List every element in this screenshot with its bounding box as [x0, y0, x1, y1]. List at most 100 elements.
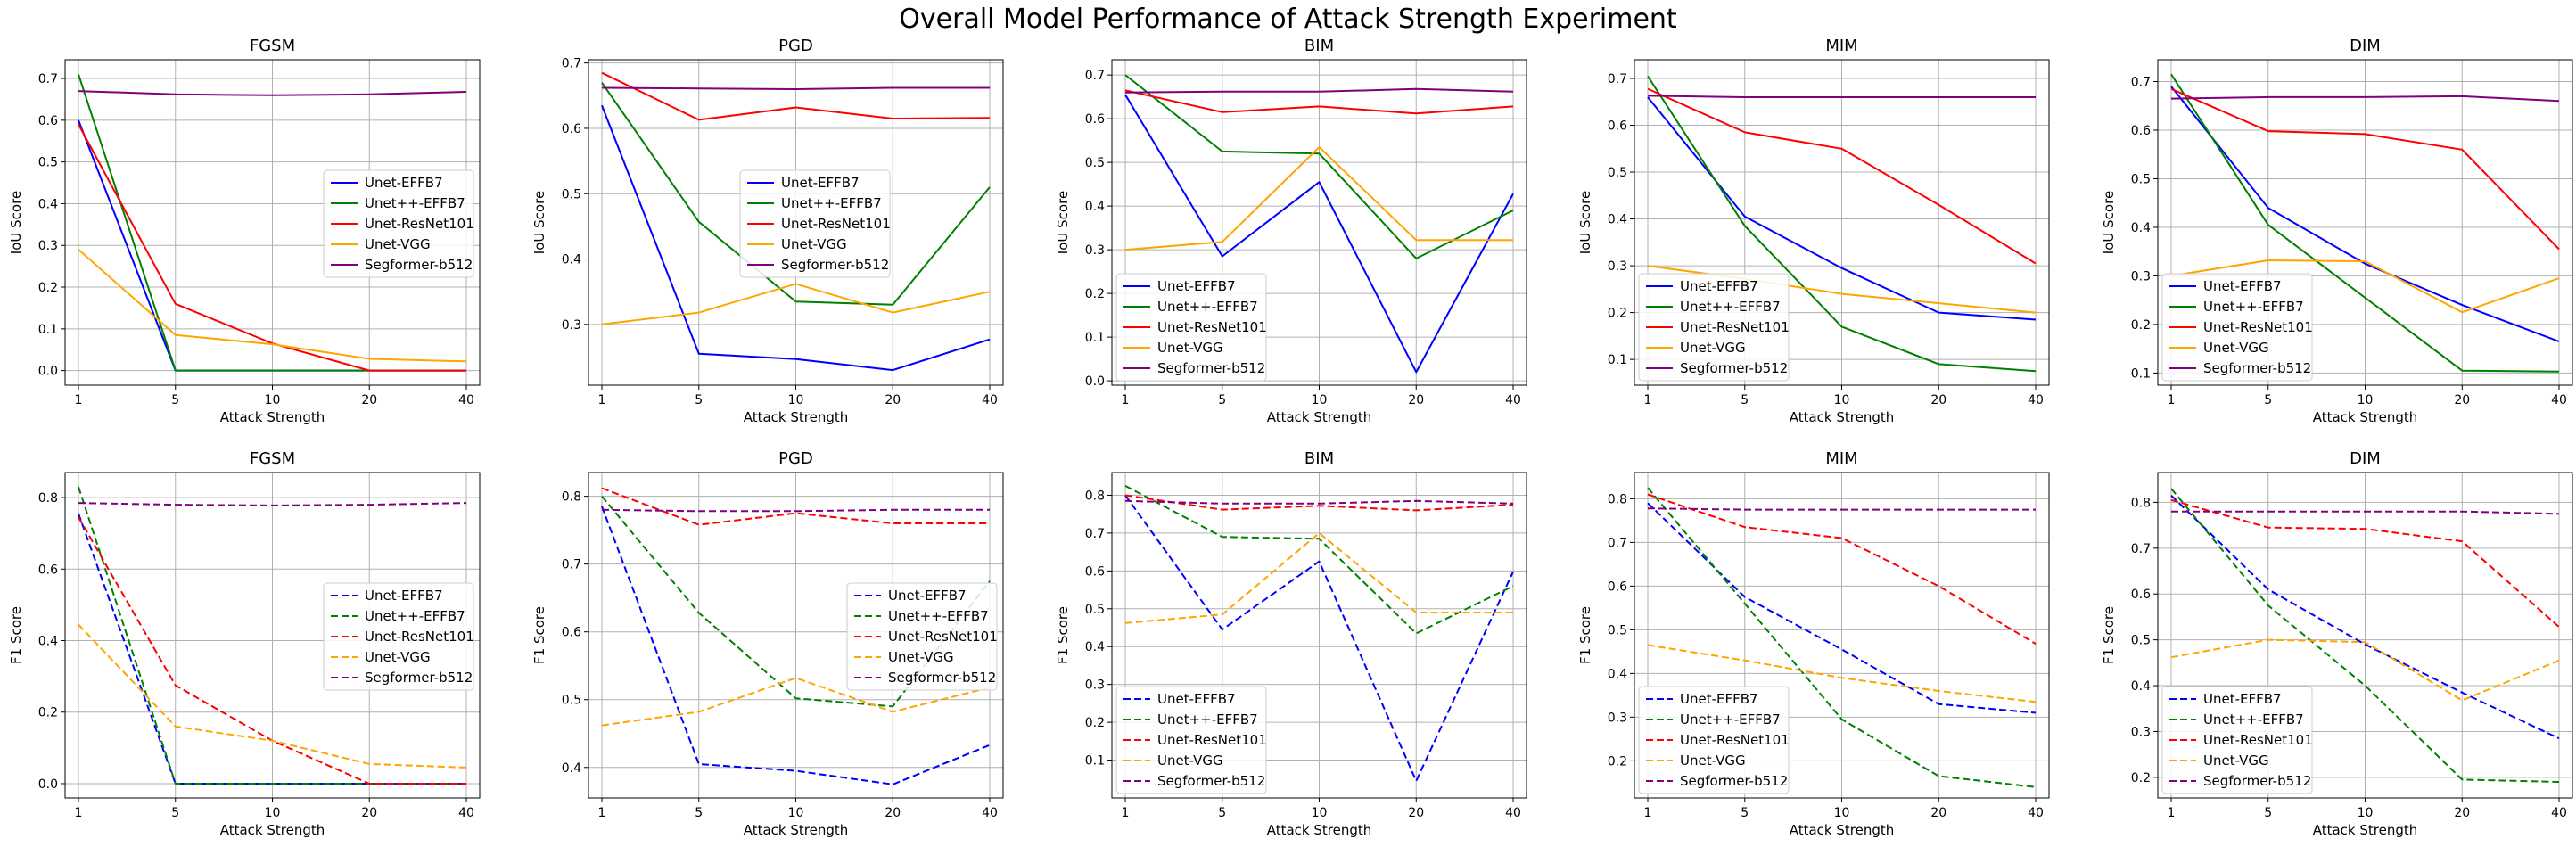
legend-box	[1638, 686, 1790, 794]
legend-box	[846, 582, 998, 691]
x-tick-label: 40	[2028, 393, 2044, 407]
series-line	[78, 623, 467, 769]
legend: Unet-EFFB7 Unet++-EFFB7 Unet-ResNet101 Unet…	[323, 169, 474, 278]
legend-label: Unet-VGG	[1157, 340, 1223, 356]
x-axis-label: Attack Strength	[1267, 822, 1372, 838]
legend: Unet-EFFB7 Unet++-EFFB7 Unet-ResNet101 Unet…	[846, 582, 998, 691]
legend-box	[1638, 273, 1790, 382]
x-tick-label: 40	[458, 393, 474, 407]
y-axis-label: IoU Score	[531, 191, 547, 254]
y-tick-label: 0.3	[2131, 725, 2151, 739]
y-tick-label: 0.3	[1085, 243, 1105, 258]
series-line	[601, 508, 990, 513]
y-tick-label: 0.4	[1085, 200, 1105, 214]
legend: Unet-EFFB7 Unet++-EFFB7 Unet-ResNet101 Unet…	[1115, 273, 1267, 382]
legend-label: Unet-ResNet101	[781, 216, 891, 232]
y-tick-label: 0.8	[38, 491, 58, 506]
y-tick-label: 0.7	[1085, 69, 1105, 83]
series-line	[1647, 487, 2037, 788]
legend-label: Unet-VGG	[1680, 752, 1746, 769]
series-line	[601, 677, 991, 727]
y-tick-label: 0.4	[562, 253, 581, 267]
x-tick-label: 40	[982, 806, 998, 820]
x-tick-label: 1	[75, 393, 83, 407]
figure-title: Overall Model Performance of Attack Stre…	[899, 4, 1677, 35]
x-axis-label: Attack Strength	[1267, 409, 1372, 425]
legend-label: Unet++-EFFB7	[365, 608, 465, 624]
panel-iou-fgsm: 1 5 10 20 40 0.0 0.1 0.2 0.3 0.4 0.5 0.6 0.7 FGSM Atta…	[8, 37, 481, 425]
legend-box	[323, 582, 474, 691]
x-tick-label: 10	[1312, 806, 1328, 820]
legend-label: Segformer-b512	[1680, 360, 1788, 376]
series-line	[601, 487, 990, 526]
y-tick-label: 0.2	[1085, 287, 1105, 301]
y-tick-label: 0.6	[562, 122, 581, 136]
legend-label: Unet-ResNet101	[1157, 319, 1267, 335]
axes-frame	[2157, 59, 2573, 386]
y-tick-label: 0.5	[1608, 623, 1627, 637]
series-line	[1124, 485, 1514, 635]
x-tick-label: 40	[458, 806, 474, 820]
y-tick-label: 0.0	[38, 777, 58, 792]
x-tick-label: 20	[885, 393, 901, 407]
legend-label: Unet++-EFFB7	[2203, 711, 2304, 728]
x-tick-label: 1	[598, 393, 606, 407]
x-axis-label: Attack Strength	[220, 409, 325, 425]
legend-label: Unet-EFFB7	[365, 588, 443, 604]
panel-iou-bim: 1 5 10 20 40 0.0 0.1 0.2 0.3 0.4 0.5 0.6 0.7 BIM Attac…	[1055, 37, 1527, 425]
series-line	[601, 82, 991, 306]
series-line	[1647, 644, 2037, 703]
legend-label: Unet-EFFB7	[1157, 278, 1236, 294]
legend: Unet-EFFB7 Unet++-EFFB7 Unet-ResNet101 Unet…	[739, 169, 891, 278]
axes-frame	[588, 59, 1004, 386]
panel-title: MIM	[1825, 449, 1857, 468]
x-tick-label: 40	[2551, 806, 2567, 820]
y-tick-label: 0.2	[1608, 754, 1627, 769]
y-tick-label: 0.7	[2131, 76, 2151, 90]
x-tick-label: 10	[2358, 393, 2374, 407]
y-tick-label: 0.7	[1608, 72, 1627, 86]
y-tick-label: 0.2	[38, 706, 58, 720]
series-line	[1124, 94, 1514, 374]
y-axis-label: IoU Score	[8, 191, 24, 254]
x-tick-label: 10	[1312, 393, 1328, 407]
y-tick-label: 0.4	[1085, 640, 1105, 654]
panel-iou-pgd: 1 5 10 20 40 0.3 0.4 0.5 0.6 0.7 PGD Attack Strengt…	[531, 37, 1004, 425]
legend-label: Segformer-b512	[1157, 773, 1265, 789]
legend-label: Unet-EFFB7	[1157, 691, 1236, 707]
y-tick-label: 0.3	[1608, 711, 1627, 725]
series-line	[1647, 507, 2036, 511]
series-line	[1124, 499, 1514, 505]
y-tick-label: 0.7	[1608, 536, 1627, 550]
series-line	[1124, 531, 1513, 624]
panel-f1-mim: 1 5 10 20 40 0.2 0.3 0.4 0.5 0.6 0.7 0.8 MIM Attack S…	[1577, 449, 2050, 838]
panel-f1-pgd: 1 5 10 20 40 0.4 0.5 0.6 0.7 0.8 PGD Attack Strengt…	[531, 449, 1004, 838]
panel-title: MIM	[1825, 37, 1857, 55]
series-line	[1124, 87, 1514, 94]
y-tick-label: 0.3	[38, 239, 58, 253]
legend: Unet-EFFB7 Unet++-EFFB7 Unet-ResNet101 Unet…	[1638, 273, 1790, 382]
legend-label: Unet++-EFFB7	[1680, 711, 1781, 728]
y-tick-label: 0.2	[2131, 318, 2151, 333]
series-line	[78, 90, 467, 96]
x-tick-label: 1	[1644, 393, 1652, 407]
axes-frame	[1111, 59, 1527, 386]
y-axis-label: F1 Score	[531, 606, 547, 664]
series-line	[601, 86, 990, 90]
y-tick-label: 0.3	[2131, 269, 2151, 284]
legend-label: Unet++-EFFB7	[365, 195, 465, 211]
legend-label: Unet-ResNet101	[2203, 319, 2313, 335]
series-line	[2170, 87, 2560, 251]
axes-frame	[2157, 472, 2573, 799]
y-tick-label: 0.6	[1608, 119, 1627, 134]
x-tick-label: 40	[1505, 806, 1521, 820]
legend-label: Segformer-b512	[1157, 360, 1265, 376]
x-tick-label: 20	[361, 393, 377, 407]
y-axis-label: IoU Score	[1055, 191, 1071, 254]
x-tick-label: 5	[171, 393, 179, 407]
legend-label: Unet-ResNet101	[1680, 319, 1790, 335]
panel-title: PGD	[778, 449, 813, 468]
x-axis-label: Attack Strength	[2313, 822, 2418, 838]
series-line	[2170, 638, 2560, 702]
y-tick-label: 0.2	[1608, 307, 1627, 321]
